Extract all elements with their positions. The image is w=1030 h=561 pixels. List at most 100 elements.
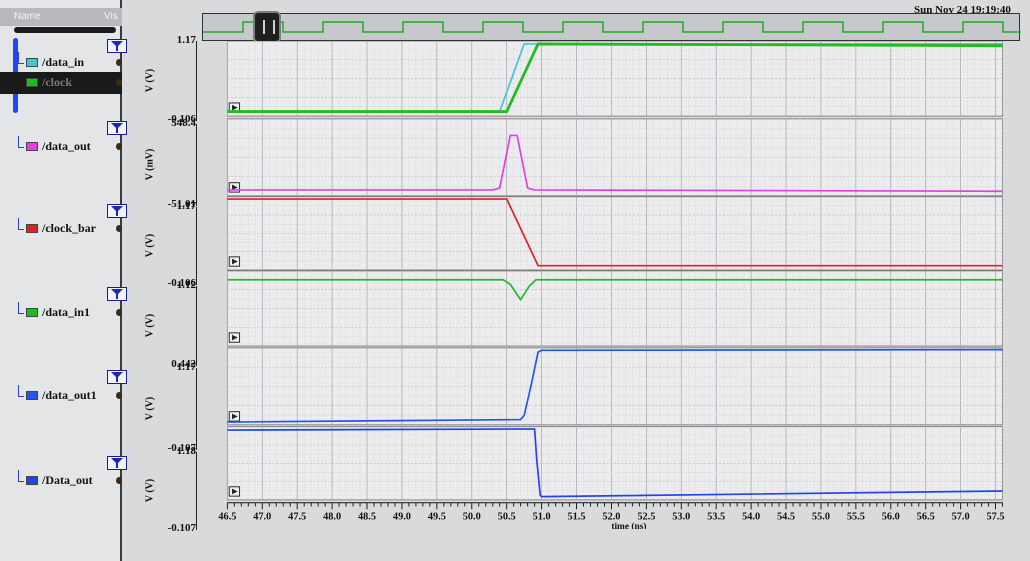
visibility-eye-icon[interactable] bbox=[116, 143, 122, 150]
color-swatch bbox=[26, 78, 38, 87]
y-axis-unit-label: V (V) bbox=[144, 68, 156, 93]
name-column-header[interactable]: Name bbox=[14, 11, 41, 22]
y-axis-tick-mark bbox=[196, 41, 202, 121]
visibility-eye-icon[interactable] bbox=[116, 392, 122, 399]
timeline-overview[interactable] bbox=[202, 11, 1021, 43]
trace-dataout bbox=[227, 428, 1003, 498]
play-icon bbox=[232, 413, 238, 420]
time-tick-label: 48.5 bbox=[358, 512, 376, 523]
tree-connector bbox=[18, 136, 24, 148]
visibility-eye-icon[interactable] bbox=[116, 79, 122, 86]
y-axis-tick-mark bbox=[196, 452, 202, 530]
legend-item-data-in1[interactable]: /data_in1 bbox=[0, 302, 122, 324]
overview-clock-trace bbox=[203, 21, 1021, 33]
filter-icon[interactable] bbox=[107, 456, 127, 470]
time-tick-label: 53.5 bbox=[707, 512, 725, 523]
color-swatch bbox=[26, 142, 38, 151]
visibility-eye-icon[interactable] bbox=[116, 59, 122, 66]
y-min-label: 0.442 bbox=[171, 358, 196, 370]
time-tick-label: 55.0 bbox=[812, 512, 830, 523]
time-tick-label: 57.5 bbox=[987, 512, 1005, 523]
legend-item-data-out[interactable]: /data_out bbox=[0, 136, 122, 158]
time-tick-label: 56.5 bbox=[917, 512, 935, 523]
time-tick-label: 51.5 bbox=[568, 512, 586, 523]
y-axis-unit-label: V (V) bbox=[144, 313, 156, 338]
time-tick-label: 52.0 bbox=[602, 512, 620, 523]
tree-connector bbox=[18, 385, 24, 397]
y-axis-unit-label: V (mV) bbox=[144, 148, 156, 181]
play-icon bbox=[232, 104, 238, 111]
time-axis-label: time (ns) bbox=[611, 521, 646, 529]
legend-item-clock[interactable]: /clock bbox=[0, 72, 122, 94]
time-tick-label: 54.0 bbox=[742, 512, 760, 523]
time-tick-label: 50.0 bbox=[463, 512, 481, 523]
legend-column-header: Name Vis bbox=[0, 8, 122, 26]
y-axis-tick-mark bbox=[196, 207, 202, 285]
y-axis-tick-mark bbox=[196, 124, 202, 206]
filter-icon[interactable] bbox=[107, 287, 127, 301]
y-max-label: 1.17 bbox=[176, 200, 196, 212]
y-max-label: 1.17 bbox=[176, 34, 196, 46]
time-tick-label: 50.5 bbox=[498, 512, 516, 523]
color-swatch bbox=[26, 308, 38, 317]
visibility-eye-icon[interactable] bbox=[116, 309, 122, 316]
time-tick-label: 46.5 bbox=[218, 512, 236, 523]
y-min-label: -0.107 bbox=[167, 522, 196, 534]
time-tick-label: 47.5 bbox=[288, 512, 306, 523]
time-tick-label: 52.5 bbox=[637, 512, 655, 523]
trace-datain1 bbox=[227, 278, 1003, 301]
filter-icon[interactable] bbox=[107, 370, 127, 384]
filter-icon[interactable] bbox=[107, 121, 127, 135]
overview-drag-handle[interactable] bbox=[253, 11, 281, 43]
y-max-label: 1.17 bbox=[176, 361, 196, 373]
y-axis-unit-label: V (V) bbox=[144, 233, 156, 258]
trace-clock bbox=[227, 42, 1003, 113]
timestamp: Sun Nov 24 19:19:40 bbox=[914, 4, 1011, 16]
legend-item-label: /data_out1 bbox=[42, 388, 97, 402]
trace-clockbar bbox=[227, 198, 1003, 267]
y-max-label: 1.18 bbox=[176, 445, 196, 457]
y-max-label: 548.4 bbox=[171, 117, 196, 129]
y-axis-unit-label: V (V) bbox=[144, 396, 156, 421]
y-min-label: -0.106 bbox=[167, 113, 196, 125]
play-icon bbox=[232, 488, 238, 495]
legend-item-data-out-cap[interactable]: /Data_out bbox=[0, 470, 122, 492]
time-tick-label: 49.5 bbox=[428, 512, 446, 523]
legend-item-data-in[interactable]: /data_in bbox=[0, 52, 122, 74]
trace-dataout1 bbox=[227, 348, 1003, 423]
color-swatch bbox=[26, 476, 38, 485]
play-icon bbox=[232, 334, 238, 341]
legend-horizontal-scrollbar[interactable] bbox=[14, 27, 116, 33]
y-min-label: -0.107 bbox=[167, 442, 196, 454]
visibility-eye-icon[interactable] bbox=[116, 477, 122, 484]
legend-item-clock-bar[interactable]: /clock_bar bbox=[0, 218, 122, 240]
time-tick-label: 49.0 bbox=[393, 512, 411, 523]
color-swatch bbox=[26, 391, 38, 400]
legend-item-label: /clock_bar bbox=[42, 221, 96, 235]
y-min-label: -51.01 bbox=[167, 198, 196, 210]
color-swatch bbox=[26, 58, 38, 67]
time-tick-label: 47.0 bbox=[253, 512, 271, 523]
waveform-plots[interactable]: 46.5 47.0 47.5 48.0 48.5 49.0 49.5 50.0 50.5 51.0… bbox=[198, 41, 1030, 529]
vis-column-header[interactable]: Vis bbox=[104, 11, 118, 22]
legend-item-label: /data_out bbox=[42, 139, 91, 153]
trace-dataout bbox=[227, 134, 1003, 193]
time-tick-label: 57.0 bbox=[952, 512, 970, 523]
y-min-label: -0.106 bbox=[167, 277, 196, 289]
y-axis-tick-mark bbox=[196, 368, 202, 450]
legend-item-data-out1[interactable]: /data_out1 bbox=[0, 385, 122, 407]
legend-item-label: /data_in bbox=[42, 55, 85, 69]
time-tick-label: 55.5 bbox=[847, 512, 865, 523]
y-axis-unit-label: V (V) bbox=[144, 478, 156, 503]
time-tick-label: 56.0 bbox=[882, 512, 900, 523]
tree-connector bbox=[18, 218, 24, 230]
legend-item-label: /Data_out bbox=[42, 473, 93, 487]
time-tick-label: 53.0 bbox=[672, 512, 690, 523]
visibility-eye-icon[interactable] bbox=[116, 225, 122, 232]
tree-connector bbox=[18, 52, 24, 64]
filter-icon[interactable] bbox=[107, 39, 127, 53]
time-tick-label: 51.0 bbox=[533, 512, 551, 523]
filter-icon[interactable] bbox=[107, 204, 127, 218]
y-axis-tick-mark bbox=[196, 286, 202, 366]
color-swatch bbox=[26, 224, 38, 233]
